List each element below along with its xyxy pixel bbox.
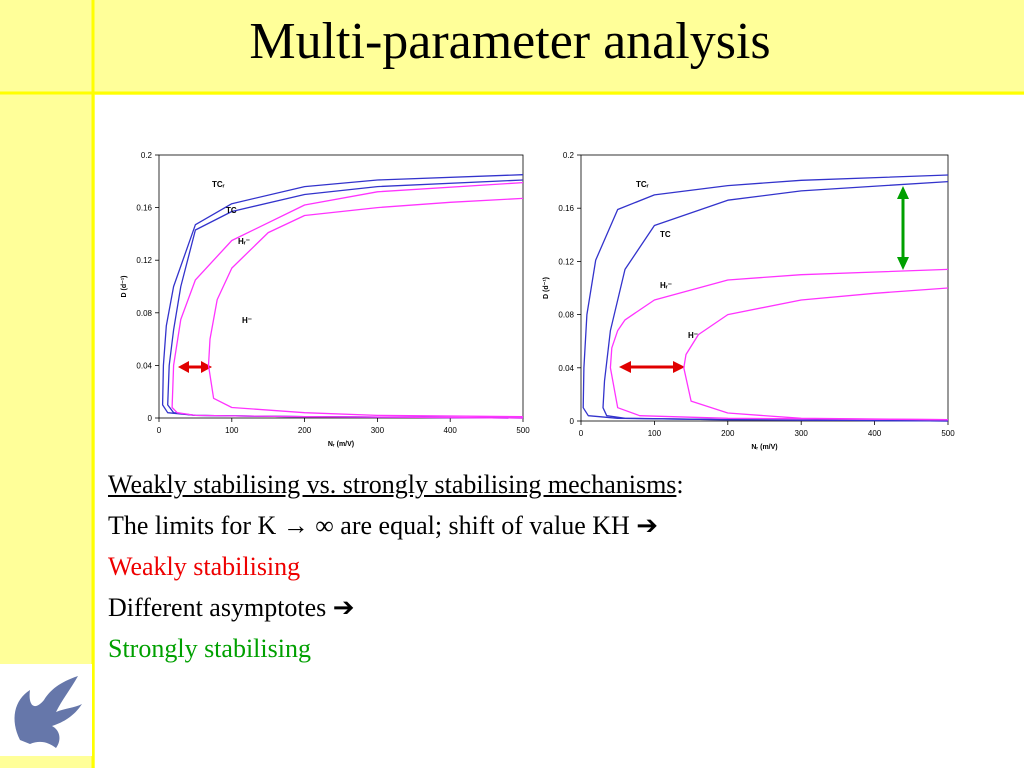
curve-label: TC xyxy=(660,230,671,239)
curve-label: Hᵣ⁻ xyxy=(660,281,672,290)
y-tick-label: 0.12 xyxy=(136,256,152,265)
curve xyxy=(602,180,949,422)
curve-label: TCᵣ xyxy=(636,180,649,189)
x-tick-label: 500 xyxy=(516,426,530,435)
text-line: The limits for K → ∞ are equal; shift of… xyxy=(108,511,659,540)
x-tick-label: 400 xyxy=(444,426,458,435)
slide-body: Weakly stabilising vs. strongly stabilis… xyxy=(108,464,684,669)
x-axis-label: Nᵣ (m/V) xyxy=(328,441,354,448)
y-tick-label: 0.16 xyxy=(558,204,574,213)
annotation-arrows xyxy=(178,186,909,373)
y-tick-label: 0.08 xyxy=(558,311,574,320)
curve-label: H⁻ xyxy=(688,331,698,340)
x-tick-label: 400 xyxy=(868,429,882,438)
y-tick-label: 0.04 xyxy=(136,361,152,370)
x-tick-label: 300 xyxy=(371,426,385,435)
plot-frame xyxy=(158,154,524,419)
y-tick-label: 0.2 xyxy=(563,151,575,160)
curve xyxy=(171,181,524,419)
y-tick-label: 0.08 xyxy=(136,309,152,318)
heading: Weakly stabilising vs. strongly stabilis… xyxy=(108,470,677,499)
heading-line: Weakly stabilising vs. strongly stabilis… xyxy=(108,464,684,505)
x-tick-label: 300 xyxy=(795,429,809,438)
curve xyxy=(582,174,949,422)
y-tick-label: 0 xyxy=(148,414,153,423)
slide-title: Multi-parameter analysis xyxy=(249,13,771,70)
curve-label: TCᵣ xyxy=(212,180,225,189)
x-tick-label: 100 xyxy=(648,429,662,438)
y-axis-label: D (d⁻¹) xyxy=(543,277,550,299)
curve-label: TC xyxy=(226,206,237,215)
y-tick-label: 0.2 xyxy=(141,151,153,160)
y-tick-label: 0.04 xyxy=(558,364,574,373)
x-axis-label: Nᵣ (m/V) xyxy=(751,444,777,451)
text-line: Different asymptotes ➔ xyxy=(108,593,355,622)
heading-suffix: : xyxy=(676,470,684,499)
x-tick-label: 200 xyxy=(721,429,735,438)
curve xyxy=(609,268,949,421)
y-axis-label: D (d⁻¹) xyxy=(121,276,128,298)
x-tick-label: 100 xyxy=(225,426,239,435)
text-line: Weakly stabilising xyxy=(108,552,301,581)
curve-label: H⁻ xyxy=(242,316,252,325)
y-tick-label: 0.12 xyxy=(558,257,574,266)
curve xyxy=(207,197,524,418)
curve xyxy=(683,287,949,421)
x-tick-label: 0 xyxy=(157,426,162,435)
curve-label: Hᵣ⁻ xyxy=(238,237,250,246)
x-tick-label: 500 xyxy=(941,429,955,438)
x-tick-label: 200 xyxy=(298,426,312,435)
y-tick-label: 0 xyxy=(570,417,575,426)
logo xyxy=(14,676,83,748)
y-tick-label: 0.16 xyxy=(136,204,152,213)
x-tick-label: 0 xyxy=(579,429,584,438)
text-line: Strongly stabilising xyxy=(108,634,311,663)
